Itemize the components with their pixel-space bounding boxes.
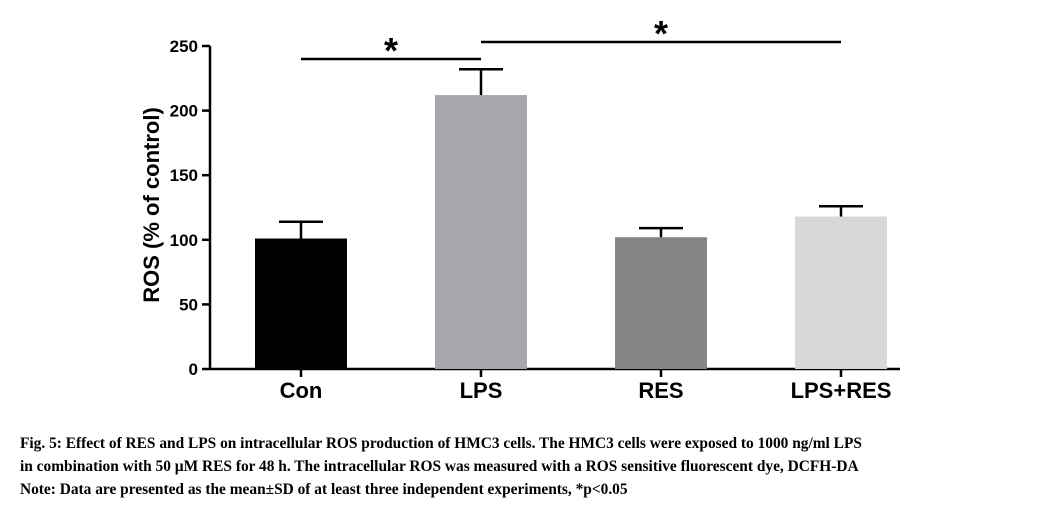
y-axis-label: ROS (% of control) <box>139 107 164 303</box>
y-tick-label: 250 <box>170 37 198 56</box>
bar <box>435 95 527 369</box>
bar-series <box>255 95 887 369</box>
y-tick-label: 50 <box>179 295 198 314</box>
caption-line-3: Note: Data are presented as the mean±SD … <box>20 481 628 498</box>
y-tick-label: 100 <box>170 231 198 250</box>
chart-axes: 0 50 100 150 200 250 Con LPS RES LPS+RES <box>170 37 900 403</box>
x-tick-label: RES <box>638 378 683 403</box>
bar <box>615 237 707 369</box>
figure-caption: Fig. 5: Effect of RES and LPS on intrace… <box>20 432 1055 501</box>
y-tick-label: 200 <box>170 102 198 121</box>
caption-line-2: in combination with 50 µM RES for 48 h. … <box>20 458 859 475</box>
x-tick-label: Con <box>280 378 323 403</box>
significance-markers: * * <box>301 13 841 71</box>
x-tick-label: LPS+RES <box>791 378 892 403</box>
significance-star: * <box>384 30 398 71</box>
x-tick-label: LPS <box>460 378 503 403</box>
bar <box>255 238 347 369</box>
y-tick-label: 0 <box>189 360 198 379</box>
y-tick-label: 150 <box>170 166 198 185</box>
bar <box>795 216 887 369</box>
caption-line-1: Fig. 5: Effect of RES and LPS on intrace… <box>20 435 862 452</box>
significance-star: * <box>654 13 668 54</box>
error-bars <box>279 68 863 239</box>
